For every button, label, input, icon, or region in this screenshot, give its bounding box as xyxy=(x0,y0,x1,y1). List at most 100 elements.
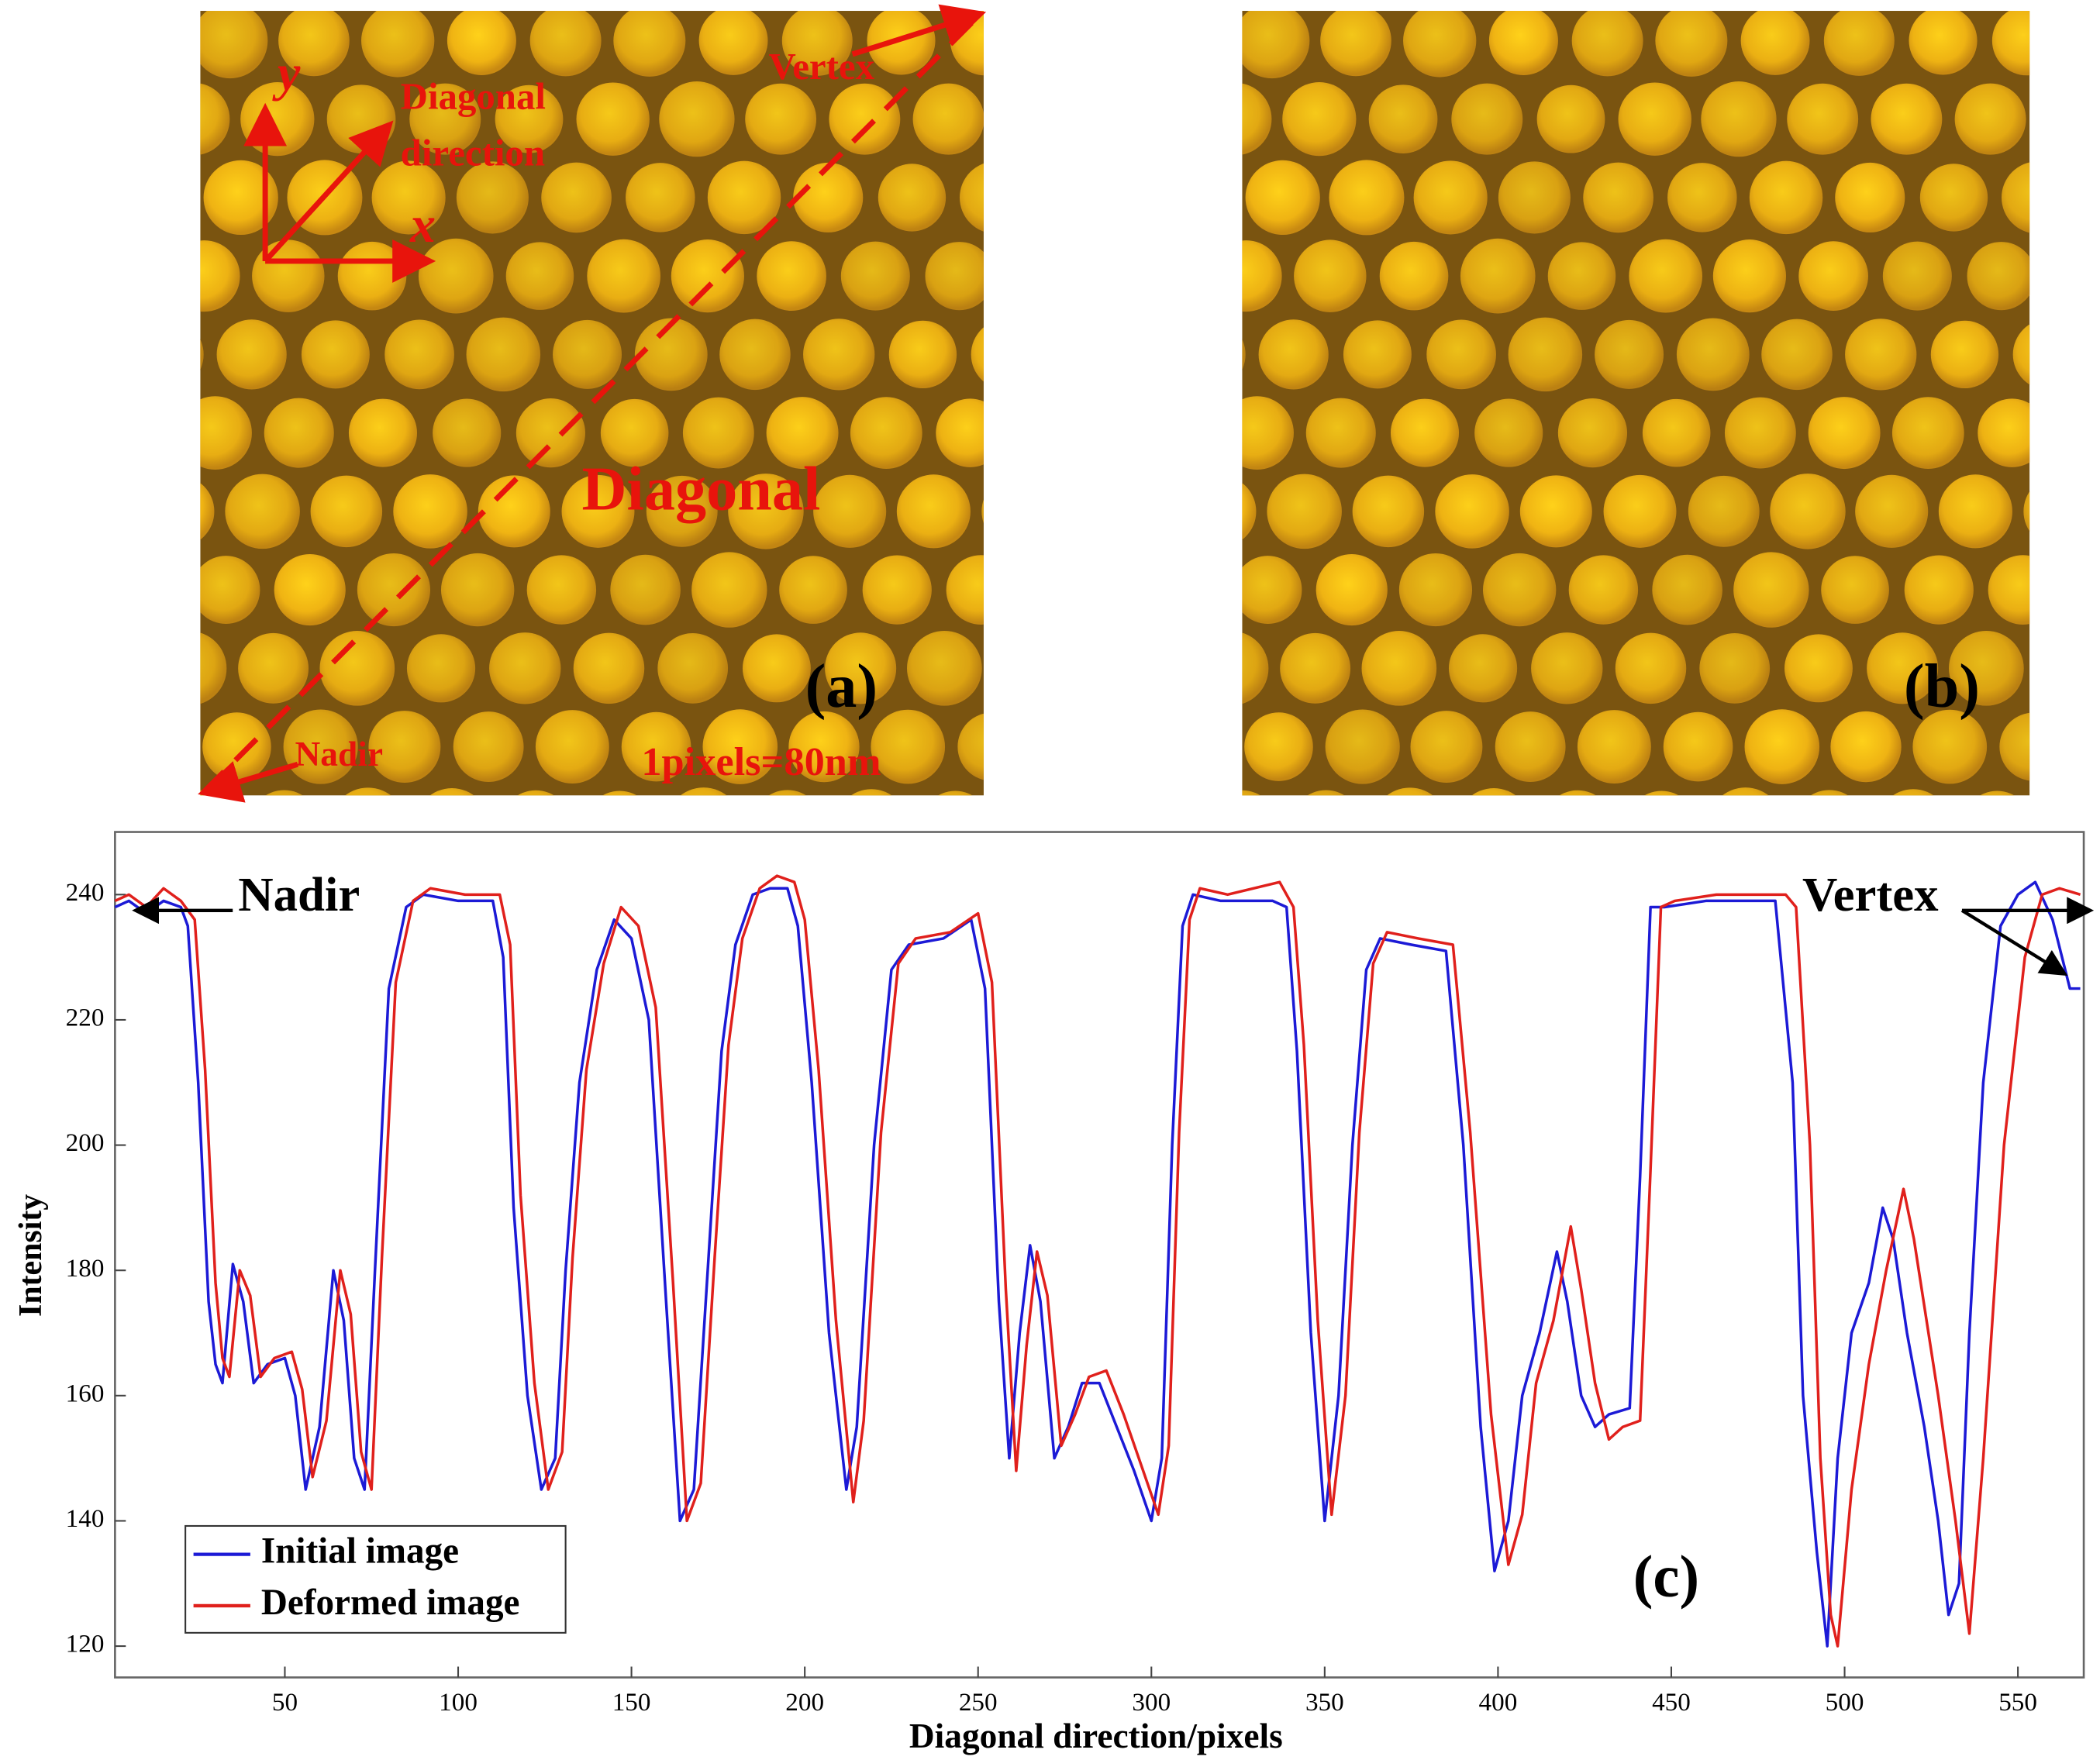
particle xyxy=(1629,239,1703,313)
annotation: Nadir xyxy=(238,867,360,921)
particle xyxy=(200,11,268,79)
particle xyxy=(1663,711,1733,782)
particle xyxy=(1845,319,1917,391)
particle xyxy=(745,83,817,155)
particle xyxy=(1488,11,1558,75)
particle xyxy=(122,163,191,232)
particle xyxy=(1618,82,1691,156)
particle xyxy=(2071,555,2100,625)
particle xyxy=(936,398,984,467)
particle xyxy=(1242,240,1282,312)
annotation: (c) xyxy=(1633,1544,1699,1610)
particle xyxy=(1294,239,1367,312)
particle xyxy=(200,632,227,704)
particle xyxy=(433,398,502,467)
legend-label: Deformed image xyxy=(261,1583,520,1623)
particle xyxy=(200,556,260,624)
particle xyxy=(203,160,278,236)
particle xyxy=(1495,711,1566,783)
particle xyxy=(1830,711,1902,783)
particle xyxy=(1568,555,1639,625)
particle xyxy=(541,162,612,233)
particle xyxy=(368,711,441,784)
particle xyxy=(1999,712,2030,781)
particle xyxy=(1744,709,1820,784)
particle xyxy=(345,787,391,796)
panel-a-image xyxy=(122,11,1185,796)
particle xyxy=(907,630,982,706)
particle xyxy=(1891,397,1964,470)
direction-label: Diagonal xyxy=(401,74,546,117)
panel-label: (b) xyxy=(1904,652,1980,721)
particle xyxy=(1329,160,1405,236)
particle xyxy=(466,317,541,392)
particle xyxy=(1988,555,2030,625)
particle xyxy=(1882,241,1952,311)
particle xyxy=(925,242,984,311)
particle xyxy=(1282,82,1357,157)
particle xyxy=(803,319,875,391)
particle xyxy=(264,398,334,468)
particle xyxy=(671,239,744,313)
particle xyxy=(1810,790,1849,796)
particle xyxy=(1242,11,1310,79)
data-line xyxy=(114,874,2081,1648)
particle xyxy=(938,790,973,796)
direction-label: direction xyxy=(401,132,545,174)
x-tick-label: 400 xyxy=(1479,1688,1518,1717)
vertex-label: Vertex xyxy=(768,45,874,88)
x-tick-label: 200 xyxy=(785,1688,824,1717)
particle xyxy=(200,396,252,470)
particle xyxy=(888,320,957,389)
particle xyxy=(361,11,435,77)
diagonal-label: Diagonal xyxy=(582,454,821,523)
particle xyxy=(371,160,446,235)
panel-b-image xyxy=(1153,6,2100,796)
particle xyxy=(1029,555,1099,625)
particle xyxy=(238,632,309,704)
particle xyxy=(680,787,727,796)
particle xyxy=(216,319,287,390)
particle xyxy=(1242,790,1260,796)
particle xyxy=(2012,324,2030,385)
x-axis-title: Diagonal direction/pixels xyxy=(909,1717,1283,1755)
particle xyxy=(1320,11,1391,77)
particle xyxy=(600,398,669,467)
particle xyxy=(1823,11,1895,76)
particle xyxy=(1930,320,1999,389)
particle xyxy=(357,553,431,627)
x-tick-label: 50 xyxy=(272,1688,298,1717)
particle xyxy=(1808,397,1881,470)
x-tick-label: 450 xyxy=(1652,1688,1691,1717)
particle xyxy=(867,11,936,75)
particle xyxy=(779,556,847,624)
particle xyxy=(1153,6,1222,75)
particle xyxy=(301,320,370,389)
particle xyxy=(409,83,481,155)
particle xyxy=(1007,240,1079,312)
particle xyxy=(781,11,853,76)
particle xyxy=(1787,83,1859,155)
scale-label: 1pixels=80nm xyxy=(641,739,881,784)
y-tick-label: 160 xyxy=(66,1379,105,1407)
particle xyxy=(1821,556,1889,624)
particle xyxy=(2049,240,2100,312)
particle xyxy=(862,555,932,625)
x-tick-label: 350 xyxy=(1305,1688,1344,1717)
particle xyxy=(1536,84,1605,153)
particle xyxy=(1316,554,1388,626)
particle xyxy=(561,474,635,548)
particle xyxy=(1280,632,1351,704)
particle xyxy=(1740,11,1810,75)
particle xyxy=(1018,397,1091,470)
particle xyxy=(1615,632,1687,704)
particle xyxy=(1112,553,1185,626)
particle xyxy=(535,710,609,784)
particle xyxy=(573,632,645,704)
particle xyxy=(840,241,910,311)
particle xyxy=(1667,163,1737,232)
particle xyxy=(456,161,529,234)
particle xyxy=(2002,162,2030,233)
particle xyxy=(1307,790,1345,796)
